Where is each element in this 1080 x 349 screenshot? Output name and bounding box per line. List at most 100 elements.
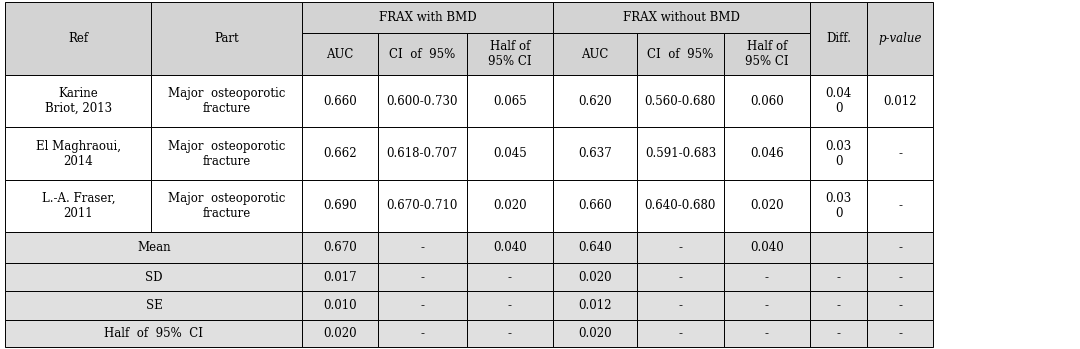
Bar [637,263,724,291]
Text: -: - [899,327,902,340]
Bar [867,2,933,75]
Bar [637,180,724,232]
Bar [378,75,467,127]
Text: 0.591-0.683: 0.591-0.683 [645,147,716,160]
Text: -: - [508,327,512,340]
Text: 0.060: 0.060 [750,95,784,108]
Text: FRAX with BMD: FRAX with BMD [379,11,476,24]
Text: 0.03
0: 0.03 0 [825,140,852,168]
Text: 0.620: 0.620 [578,95,612,108]
Bar [467,320,553,347]
Text: -: - [837,327,840,340]
Bar [810,2,867,75]
Bar [553,180,637,232]
Text: 0.017: 0.017 [323,271,357,284]
Bar [553,320,637,347]
Bar [724,75,810,127]
Text: Part: Part [215,32,239,45]
Text: El Maghraoui,
2014: El Maghraoui, 2014 [36,140,121,168]
Bar [553,75,637,127]
Bar [302,320,378,347]
Text: -: - [420,299,424,312]
Bar [467,232,553,263]
Text: -: - [765,299,769,312]
Bar [151,2,302,75]
Bar [302,127,378,180]
Bar [810,180,867,232]
Text: 0.045: 0.045 [492,147,527,160]
Text: Half  of  95%  CI: Half of 95% CI [105,327,203,340]
Bar [553,33,637,75]
Bar [151,127,302,180]
Text: -: - [678,271,683,284]
Bar [637,320,724,347]
Bar [5,127,151,180]
Text: -: - [420,241,424,254]
Text: -: - [837,271,840,284]
Bar [724,127,810,180]
Bar [378,232,467,263]
Bar [302,33,378,75]
Text: -: - [765,327,769,340]
Bar [378,320,467,347]
Bar [724,291,810,320]
Text: 0.040: 0.040 [750,241,784,254]
Text: 0.660: 0.660 [323,95,357,108]
Text: 0.640-0.680: 0.640-0.680 [645,199,716,213]
Bar [151,180,302,232]
Text: Diff.: Diff. [826,32,851,45]
Text: 0.670: 0.670 [323,241,357,254]
Text: 0.660: 0.660 [578,199,612,213]
Bar [867,180,933,232]
Bar [810,232,867,263]
Text: -: - [678,327,683,340]
Bar [553,263,637,291]
Bar [302,75,378,127]
Bar [553,291,637,320]
Text: 0.020: 0.020 [578,327,612,340]
Text: 0.662: 0.662 [323,147,357,160]
Bar [302,232,378,263]
Text: Ref: Ref [68,32,89,45]
Bar [810,127,867,180]
Bar [867,263,933,291]
Bar [724,180,810,232]
Text: 0.010: 0.010 [323,299,357,312]
Text: SD: SD [145,271,163,284]
Text: Mean: Mean [137,241,171,254]
Bar [724,263,810,291]
Text: FRAX without BMD: FRAX without BMD [623,11,740,24]
Text: 0.560-0.680: 0.560-0.680 [645,95,716,108]
Bar [378,180,467,232]
Text: 0.012: 0.012 [883,95,917,108]
Bar [867,75,933,127]
Bar [5,320,302,347]
Bar [810,263,867,291]
Text: SE: SE [146,299,162,312]
Text: -: - [899,241,902,254]
Bar [378,291,467,320]
Text: AUC: AUC [326,47,354,61]
Bar [467,127,553,180]
Text: -: - [765,271,769,284]
Text: 0.020: 0.020 [578,271,612,284]
Bar [302,180,378,232]
Bar [637,33,724,75]
Text: AUC: AUC [581,47,609,61]
Bar [637,75,724,127]
Text: Half of
95% CI: Half of 95% CI [745,40,788,68]
Bar [5,263,302,291]
Bar [467,33,553,75]
Text: -: - [837,299,840,312]
Text: -: - [508,271,512,284]
Text: 0.020: 0.020 [492,199,527,213]
Bar [467,291,553,320]
Text: 0.637: 0.637 [578,147,612,160]
Text: 0.690: 0.690 [323,199,357,213]
Text: CI  of  95%: CI of 95% [647,47,714,61]
Text: Karine
Briot, 2013: Karine Briot, 2013 [44,87,112,115]
Bar [302,2,553,33]
Bar [810,75,867,127]
Bar [867,320,933,347]
Bar [5,232,302,263]
